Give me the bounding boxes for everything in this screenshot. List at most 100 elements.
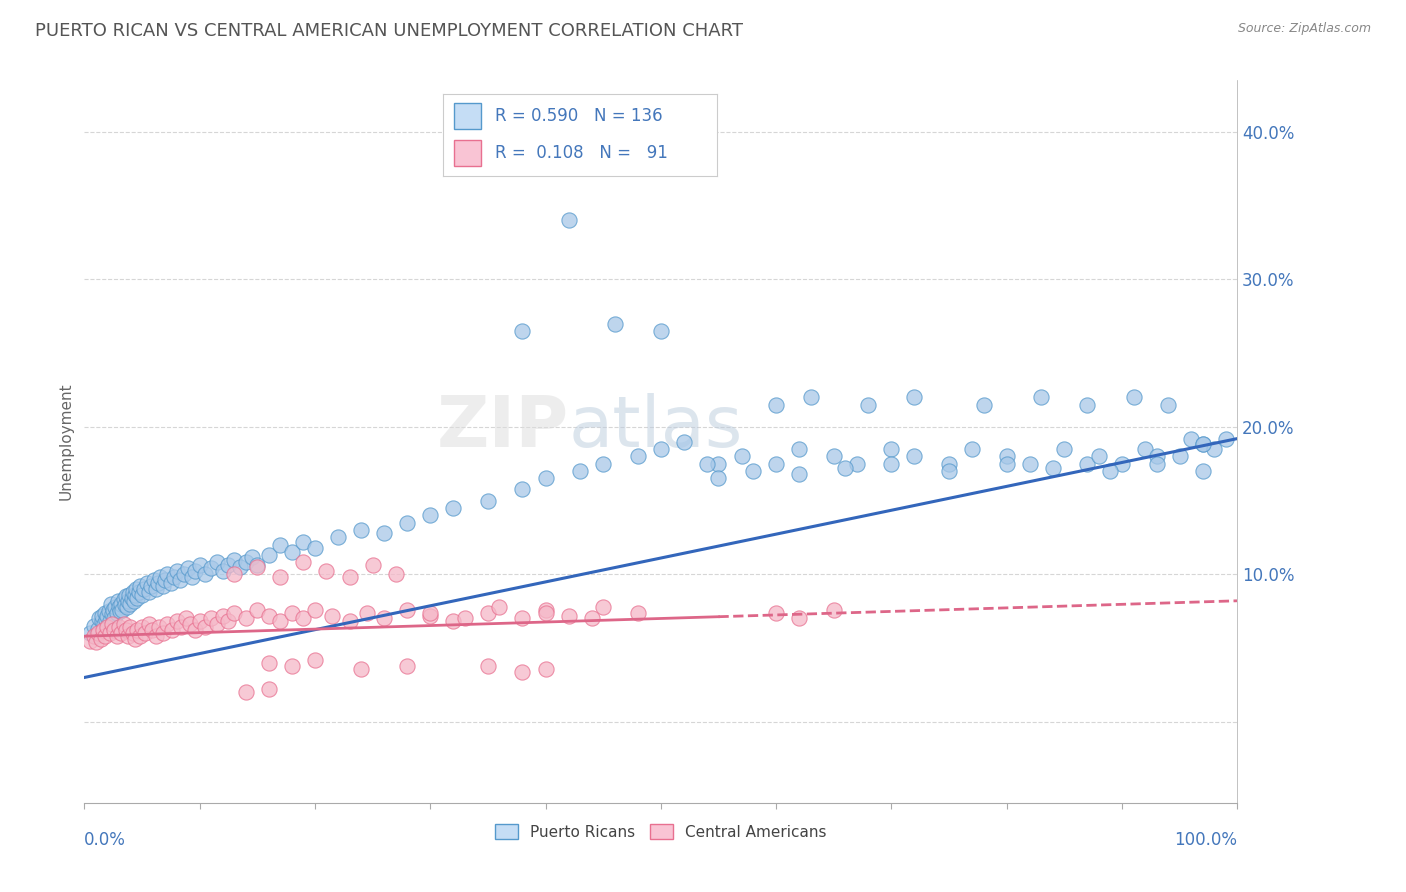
Point xyxy=(1076,457,1098,471)
FancyBboxPatch shape xyxy=(454,103,481,129)
Point xyxy=(112,592,135,607)
Text: 0.0%: 0.0% xyxy=(84,830,127,848)
Point xyxy=(569,464,592,478)
Point xyxy=(592,599,614,614)
Point xyxy=(1146,457,1168,471)
Point xyxy=(858,398,880,412)
Text: Source: ZipAtlas.com: Source: ZipAtlas.com xyxy=(1237,22,1371,36)
Point xyxy=(115,590,138,604)
Point xyxy=(823,602,845,616)
Point xyxy=(148,620,170,634)
Point xyxy=(110,597,132,611)
Y-axis label: Unemployment: Unemployment xyxy=(58,383,73,500)
Point xyxy=(534,471,557,485)
Point xyxy=(177,561,200,575)
Point xyxy=(170,620,193,634)
Point xyxy=(281,545,304,559)
Point xyxy=(138,585,160,599)
Point xyxy=(156,617,179,632)
Point xyxy=(105,606,128,620)
Point xyxy=(1042,461,1064,475)
Point xyxy=(1180,432,1202,446)
Point xyxy=(350,662,373,676)
Point xyxy=(488,599,510,614)
Point xyxy=(84,629,107,643)
Point xyxy=(938,457,960,471)
Point xyxy=(534,662,557,676)
Point xyxy=(534,606,557,620)
Point xyxy=(105,629,128,643)
Point xyxy=(211,608,233,623)
Point xyxy=(269,615,291,629)
Text: R = 0.590   N = 136: R = 0.590 N = 136 xyxy=(495,107,662,125)
Point xyxy=(326,530,349,544)
FancyBboxPatch shape xyxy=(454,140,481,166)
Point xyxy=(98,615,121,629)
Point xyxy=(101,607,124,621)
Point xyxy=(373,611,395,625)
Point xyxy=(477,606,499,620)
Point xyxy=(512,611,534,625)
Point xyxy=(112,617,135,632)
Point xyxy=(1157,398,1180,412)
Point xyxy=(87,622,110,636)
Point xyxy=(121,626,143,640)
Point xyxy=(224,567,246,582)
Point xyxy=(211,564,233,578)
Point xyxy=(115,624,138,638)
Point xyxy=(304,541,326,555)
Point xyxy=(120,620,142,634)
Point xyxy=(1168,450,1191,464)
Point xyxy=(292,534,315,549)
Point xyxy=(121,591,143,605)
Point xyxy=(96,608,118,623)
Point xyxy=(257,656,280,670)
Point xyxy=(592,457,614,471)
Point xyxy=(356,606,378,620)
Point xyxy=(477,658,499,673)
Point xyxy=(339,570,361,584)
Point xyxy=(104,599,127,614)
Point xyxy=(315,564,337,578)
Point xyxy=(205,617,228,632)
Point xyxy=(90,615,112,629)
Point xyxy=(1204,442,1226,456)
Point xyxy=(304,653,326,667)
Point xyxy=(672,434,695,449)
Point xyxy=(127,624,149,638)
Point xyxy=(93,617,115,632)
Text: 100.0%: 100.0% xyxy=(1174,830,1237,848)
Point xyxy=(96,620,118,634)
Point xyxy=(973,398,995,412)
Point xyxy=(224,606,246,620)
Point xyxy=(240,549,263,564)
Point xyxy=(87,626,110,640)
Point xyxy=(1018,457,1040,471)
Point xyxy=(304,602,326,616)
Point xyxy=(152,626,174,640)
Point xyxy=(149,570,172,584)
Point xyxy=(174,611,197,625)
Point xyxy=(627,606,650,620)
Point xyxy=(1076,398,1098,412)
Point xyxy=(131,620,153,634)
Point xyxy=(108,599,131,614)
Point xyxy=(83,629,105,643)
Point xyxy=(200,611,222,625)
Point xyxy=(108,604,131,618)
Point xyxy=(707,457,730,471)
Point xyxy=(880,442,903,456)
Point xyxy=(121,585,143,599)
Point xyxy=(742,464,765,478)
Point xyxy=(730,450,752,464)
Point xyxy=(995,457,1018,471)
Point xyxy=(384,567,406,582)
Point xyxy=(800,390,823,404)
Point xyxy=(1146,450,1168,464)
Point xyxy=(152,579,174,593)
Point xyxy=(441,615,464,629)
Point xyxy=(627,450,650,464)
Point xyxy=(103,602,124,616)
Point xyxy=(97,604,120,618)
Text: R =  0.108   N =   91: R = 0.108 N = 91 xyxy=(495,144,668,161)
